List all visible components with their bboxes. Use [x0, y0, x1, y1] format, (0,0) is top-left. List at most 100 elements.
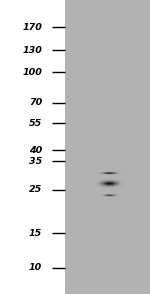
Bar [125, 182, 126, 183]
Bar [103, 186, 104, 187]
Bar [95, 180, 96, 181]
Bar [125, 180, 126, 181]
Bar [114, 183, 115, 184]
Bar [103, 179, 104, 180]
Bar [106, 182, 107, 183]
Bar [113, 180, 114, 181]
Bar [105, 187, 106, 188]
Bar [108, 185, 109, 186]
Bar [121, 183, 122, 184]
Bar [112, 185, 113, 186]
Bar [122, 184, 123, 185]
Bar [96, 180, 97, 181]
Bar [95, 185, 96, 186]
Bar [117, 181, 118, 182]
Bar [109, 184, 110, 185]
Bar [100, 187, 101, 188]
Bar [120, 186, 121, 187]
Bar [98, 187, 99, 188]
Bar [94, 182, 95, 183]
Bar [101, 187, 102, 188]
Bar [115, 186, 116, 187]
Text: 15: 15 [29, 229, 42, 238]
Bar [116, 186, 117, 187]
Bar [98, 183, 99, 184]
Bar [107, 185, 108, 186]
Bar [113, 186, 114, 187]
Bar [98, 180, 99, 181]
Bar [93, 184, 94, 185]
Bar [96, 181, 97, 182]
Bar [116, 182, 117, 183]
Bar [124, 182, 125, 183]
Bar [117, 186, 118, 187]
Bar [98, 184, 99, 185]
Bar [105, 183, 106, 184]
Bar [100, 182, 101, 183]
Bar [110, 187, 111, 188]
Bar [100, 181, 101, 182]
Bar [112, 187, 113, 188]
Text: 170: 170 [22, 23, 42, 32]
Bar [100, 186, 101, 187]
Bar [125, 179, 126, 180]
Text: 40: 40 [29, 146, 42, 155]
Bar [104, 183, 105, 184]
Bar [121, 179, 122, 180]
Bar [94, 185, 95, 186]
Bar [120, 179, 121, 180]
Bar [121, 186, 122, 187]
Bar [102, 180, 103, 181]
Bar [100, 179, 101, 180]
Bar [123, 179, 124, 180]
Bar [95, 181, 96, 182]
Bar [119, 187, 120, 188]
Bar [98, 185, 99, 186]
Bar [111, 183, 112, 184]
Bar [121, 180, 122, 181]
Bar [120, 185, 121, 186]
Bar [116, 185, 117, 186]
Bar [122, 185, 123, 186]
Bar [102, 179, 103, 180]
Bar [112, 184, 113, 185]
Bar [108, 183, 109, 184]
Bar [121, 187, 122, 188]
Bar [123, 183, 124, 184]
Bar [114, 181, 115, 182]
Bar [100, 180, 101, 181]
Bar [115, 180, 116, 181]
Bar [96, 183, 97, 184]
Bar [102, 185, 103, 186]
Bar [119, 184, 120, 185]
Bar [101, 179, 102, 180]
Bar [116, 183, 117, 184]
Bar [96, 185, 97, 186]
Bar [107, 183, 108, 184]
Bar [99, 181, 100, 182]
Bar [121, 181, 122, 182]
Bar [95, 184, 96, 185]
Bar [119, 181, 120, 182]
Bar [112, 186, 113, 187]
Bar [119, 182, 120, 183]
Bar [119, 180, 120, 181]
Bar [102, 182, 103, 183]
Bar [93, 186, 94, 187]
Bar [103, 183, 104, 184]
Bar [101, 186, 102, 187]
Bar [109, 182, 110, 183]
Bar [102, 183, 103, 184]
Bar [106, 186, 107, 187]
Bar [101, 180, 102, 181]
Bar [93, 181, 94, 182]
Bar [125, 181, 126, 182]
Bar [102, 184, 103, 185]
Bar [96, 179, 97, 180]
Bar [105, 185, 106, 186]
Bar [94, 184, 95, 185]
Bar [101, 182, 102, 183]
Bar [113, 184, 114, 185]
Text: 100: 100 [22, 68, 42, 77]
Bar [124, 183, 125, 184]
